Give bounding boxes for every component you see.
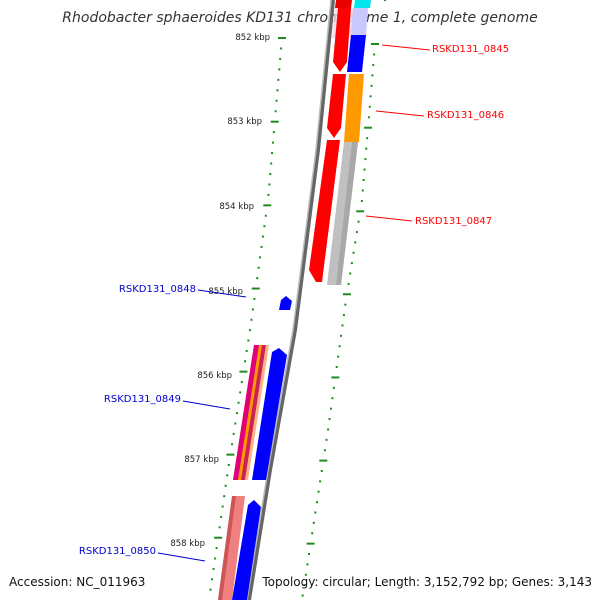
gene-label-RSKD131_0846[interactable]: RSKD131_0846 <box>427 110 504 121</box>
genome-title: Rhodobacter sphaeroides KD131 chromosome… <box>62 10 537 26</box>
gene-RSKD131_0846[interactable] <box>327 74 346 138</box>
kbp-label: 858 kbp <box>170 539 205 549</box>
outer-tick-track-b <box>301 43 379 597</box>
topology-text: Topology: circular; Length: 3,152,792 bp… <box>261 575 592 589</box>
gene-label-RSKD131_0848[interactable]: RSKD131_0848 <box>119 284 196 295</box>
kbp-label: 853 kbp <box>227 117 262 127</box>
gene-label-RSKD131_0847[interactable]: RSKD131_0847 <box>415 216 492 227</box>
gene-label-RSKD131_0850[interactable]: RSKD131_0850 <box>79 546 156 557</box>
reverse-features <box>218 296 292 600</box>
accession-text: Accession: NC_011963 <box>9 575 145 589</box>
kbp-label: 857 kbp <box>184 455 219 465</box>
forward-gene-labels: RSKD131_0845 RSKD131_0846 RSKD131_0847 <box>365 44 509 227</box>
orange-feature[interactable] <box>344 74 364 142</box>
inner-tick-track-a <box>209 37 286 591</box>
gene-RSKD131_0845[interactable] <box>333 8 351 72</box>
chromosome-backbone <box>246 0 335 600</box>
forward-features <box>309 0 371 285</box>
gene-label-RSKD131_0849[interactable]: RSKD131_0849 <box>104 394 181 405</box>
kbp-label: 856 kbp <box>197 371 232 381</box>
gene-RSKD131_0847[interactable] <box>309 140 340 282</box>
kbp-scale: 852 kbp 853 kbp 854 kbp 855 kbp 856 kbp … <box>170 33 270 549</box>
cyan-feature[interactable] <box>354 0 371 8</box>
gene-label-RSKD131_0845[interactable]: RSKD131_0845 <box>432 44 509 55</box>
blue-feature-0849[interactable] <box>252 348 287 480</box>
kbp-label: 852 kbp <box>235 33 270 43</box>
kbp-label: 854 kbp <box>219 202 254 212</box>
reverse-gene-labels: RSKD131_0848 RSKD131_0849 RSKD131_0850 <box>79 284 247 562</box>
blue-feature-0850[interactable] <box>232 500 261 600</box>
gene-RSKD131_0848[interactable] <box>279 296 292 310</box>
blue-feature-top[interactable] <box>347 35 366 72</box>
kbp-label: 855 kbp <box>208 287 243 297</box>
